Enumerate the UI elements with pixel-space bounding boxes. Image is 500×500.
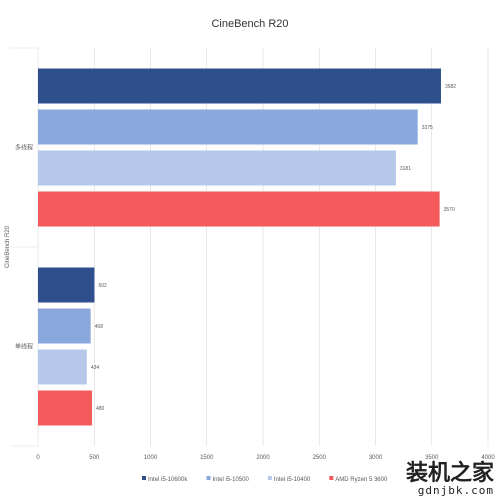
y-axis-label: CineBench R20 bbox=[5, 225, 11, 268]
watermark: 装机之家 gdnjbk.com bbox=[405, 461, 494, 497]
x-tick-label: 2000 bbox=[256, 455, 270, 461]
data-label: 502 bbox=[98, 283, 107, 289]
x-tick-label: 1500 bbox=[200, 455, 214, 461]
x-tick-label: 500 bbox=[89, 455, 100, 461]
chart-title: CineBench R20 bbox=[211, 18, 288, 30]
bar bbox=[38, 109, 418, 145]
bar bbox=[38, 267, 95, 303]
x-tick-label: 2500 bbox=[313, 455, 327, 461]
x-tick-labels: 0 500 1000 1500 2000 2500 3000 3500 4000 bbox=[36, 455, 495, 461]
bar bbox=[38, 308, 91, 344]
data-label: 434 bbox=[91, 365, 100, 371]
data-label: 3582 bbox=[445, 84, 456, 90]
bar bbox=[38, 390, 92, 426]
watermark-url: gdnjbk.com bbox=[417, 484, 494, 497]
legend-swatch bbox=[267, 476, 272, 480]
data-labels: 3582 3375 3181 3570 502 468 434 480 bbox=[91, 84, 456, 412]
x-tick-label: 3000 bbox=[369, 455, 383, 461]
data-label: 480 bbox=[96, 406, 105, 412]
category-label: 多线程 bbox=[15, 144, 33, 152]
legend-entry: Intel i5-10400 bbox=[274, 477, 311, 483]
legend-swatch bbox=[329, 476, 334, 480]
legend-swatch bbox=[206, 476, 211, 480]
bar bbox=[38, 150, 396, 186]
bar bbox=[38, 349, 87, 385]
watermark-title: 装机之家 bbox=[405, 461, 494, 486]
x-tick-label: 4000 bbox=[481, 455, 495, 461]
x-tick-label: 3500 bbox=[425, 455, 439, 461]
bars bbox=[38, 68, 441, 426]
category-label: 单线程 bbox=[15, 343, 33, 351]
category-separators bbox=[10, 47, 38, 447]
legend-entry: AMD Ryzen 5 3600 bbox=[335, 477, 388, 483]
bar bbox=[38, 191, 440, 227]
data-label: 468 bbox=[95, 324, 104, 330]
legend-swatch bbox=[142, 476, 146, 480]
data-label: 3570 bbox=[444, 207, 455, 213]
data-label: 3181 bbox=[400, 166, 411, 172]
legend: Intel i5-10600k Intel i5-10500 Intel i5-10… bbox=[142, 476, 388, 483]
legend-entry: Intel i5-10500 bbox=[213, 477, 250, 483]
x-tick-label: 0 bbox=[36, 455, 40, 461]
data-label: 3375 bbox=[422, 125, 433, 131]
bar bbox=[38, 68, 441, 104]
legend-entry: Intel i5-10600k bbox=[148, 477, 188, 483]
x-tick-label: 1000 bbox=[144, 455, 158, 461]
